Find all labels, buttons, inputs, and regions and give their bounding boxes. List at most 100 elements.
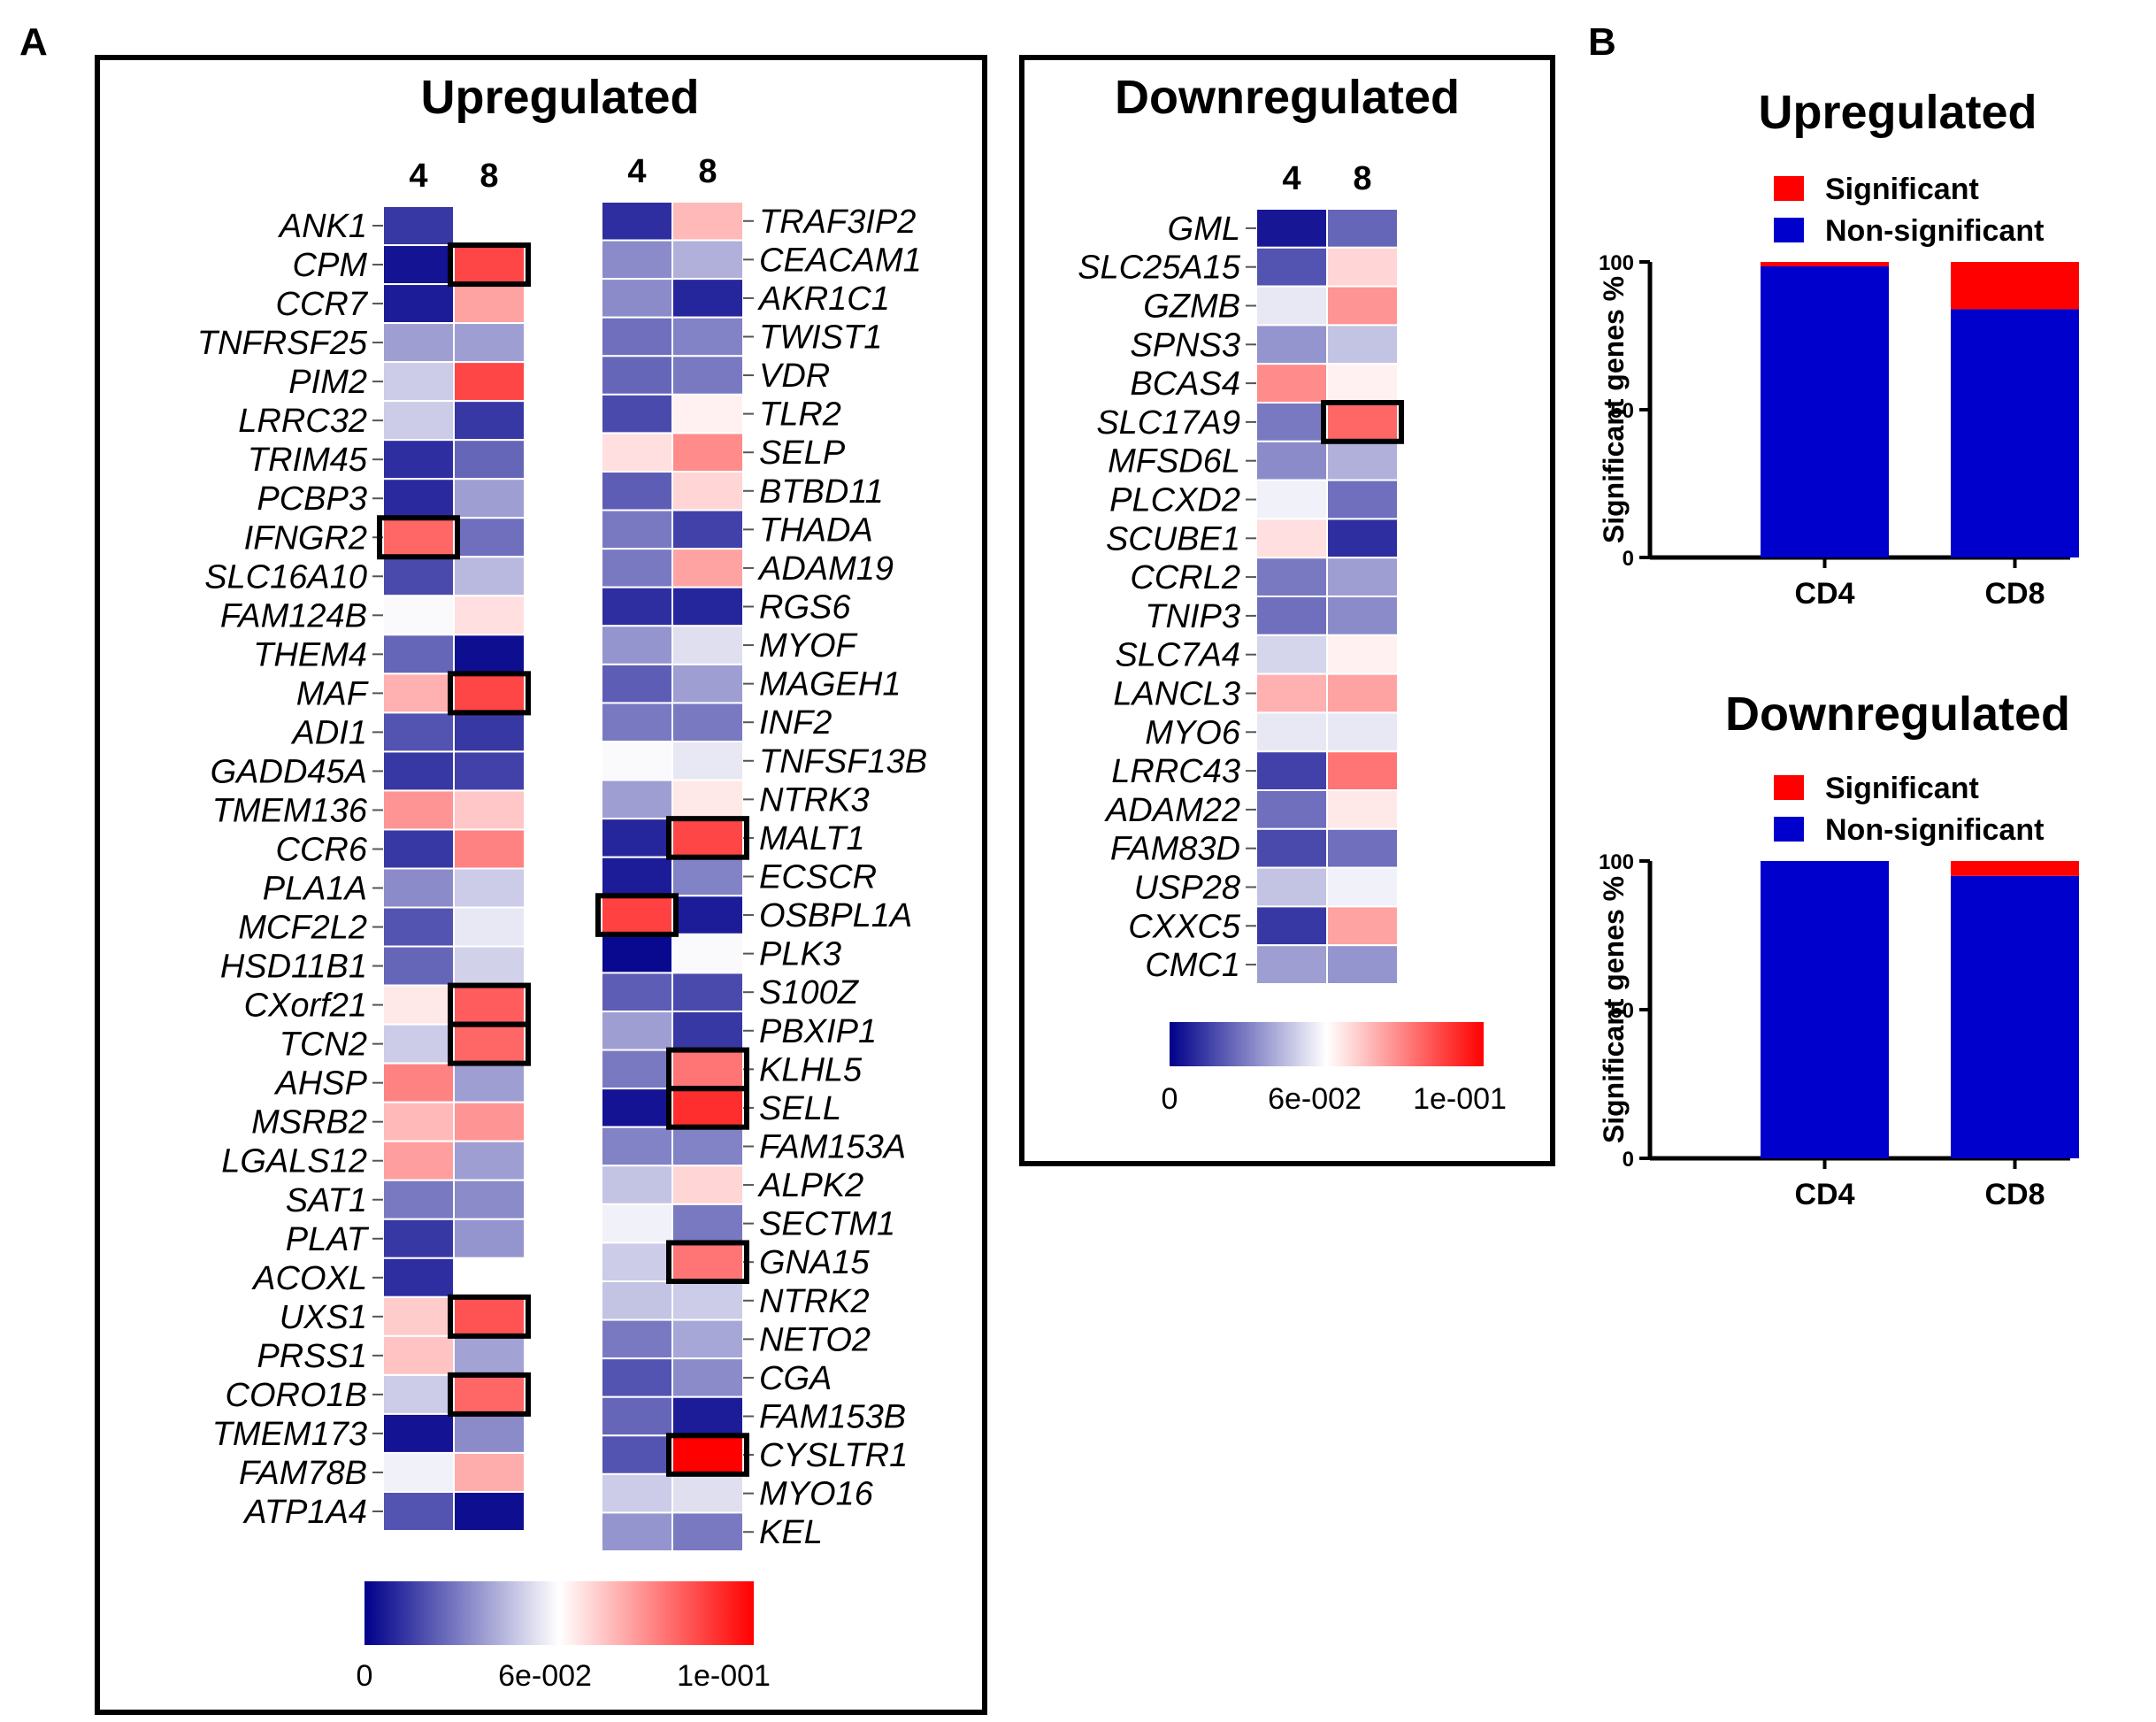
row-label: TCN2 [280,1026,367,1064]
heatmap-cell [671,509,744,550]
heatmap-cell [382,1412,455,1454]
legend-label: Significant [1825,772,1979,805]
heatmap-cell [382,595,455,636]
heatmap-cell [601,548,673,588]
heatmap-cell [601,741,673,781]
heatmap-cell [453,1023,526,1065]
heatmap-cell [601,1434,673,1475]
row-label: GADD45A [211,753,367,790]
heatmap-cell [382,1179,455,1220]
heatmap-cell [453,400,526,442]
heatmap-cell [382,1451,455,1493]
row-label: VDR [759,357,830,395]
row-label: NTRK2 [759,1283,870,1320]
heatmap-cell [671,818,744,858]
upregulated-bar-chart: Upregulated Significant Non-significant 0 5… [1598,86,2079,611]
heatmap-cell [601,1280,673,1321]
row-label: GML [1168,211,1240,248]
heatmap-cell [1326,518,1399,559]
heatmap-cell [453,361,526,403]
heatmap-cell [671,1203,744,1244]
heatmap-cell [601,1011,673,1051]
heatmap-cell [382,439,455,480]
row-label: GNA15 [759,1244,870,1281]
heatmap-cell [453,1218,526,1259]
row-label: NETO2 [759,1321,871,1358]
row-label: PIM2 [288,364,367,401]
heatmap-cell [601,1472,673,1514]
row-label: AKR1C1 [757,281,890,318]
significant-cell-outline [595,893,679,937]
row-label: SLC25A15 [1078,250,1241,287]
heatmap-cell [382,517,455,558]
row-label: SECTM1 [759,1206,895,1243]
heatmap-cell [453,789,526,831]
heatmap-cell [382,1295,455,1337]
heatmap-cell [601,201,673,242]
heatmap-cell [453,595,526,636]
heatmap-cell [601,1049,673,1090]
column-label: 8 [698,153,717,190]
heatmap-cell [1326,827,1399,869]
row-label: BCAS4 [1130,365,1240,403]
heatmap-cell [453,634,526,675]
downregulated-heatmap-title: Downregulated [1115,71,1460,124]
heatmap-cell [671,548,744,588]
y-tick-label: 100 [1599,251,1634,275]
significant-cell-outline [1321,400,1404,444]
heatmap-cell [671,432,744,473]
row-label: ADI1 [291,714,367,751]
heatmap-cell [601,779,673,820]
x-tick-label: CD4 [1794,577,1854,611]
row-label: BTBD11 [759,473,884,511]
heatmap-cell [382,945,455,987]
heatmap-cell [601,702,673,743]
legend-swatch [1774,176,1804,201]
row-label: MALT1 [759,820,865,857]
colorbar-down-tick-1: 6e-002 [1268,1082,1362,1116]
heatmap-cell [671,1126,744,1167]
heatmap-cell [1255,440,1328,481]
row-label: TWIST1 [759,319,882,357]
heatmap-cell [671,471,744,511]
y-tick-label: 0 [1623,1148,1634,1172]
heatmap-cell [671,239,744,281]
heatmap-cell [601,278,673,319]
bar-segment [1761,861,1889,1158]
heatmap-cell [1326,440,1399,481]
heatmap-cell [671,1280,744,1321]
heatmap-cell [1255,208,1328,249]
heatmap-cell [1255,246,1328,288]
heatmap-cell [453,1451,526,1493]
column-label: 8 [480,158,498,195]
row-label: MFSD6L [1108,443,1240,480]
row-label: CYSLTR1 [759,1437,908,1474]
row-label: SPNS3 [1130,327,1240,364]
panel-label-a: A [19,20,48,64]
heatmap-cell [601,972,673,1013]
legend-swatch [1774,218,1804,242]
row-label: HSD11B1 [220,949,367,986]
heatmap-cell [1326,246,1399,288]
downregulated-heatmap: Downregulated GMLSLC25A15GZMBSPNS3BCAS4S… [1019,55,1555,1166]
row-label: PCBP3 [257,480,367,518]
row-label: TMEM136 [212,792,368,829]
row-label: MAF [296,675,369,712]
row-label: CPM [293,247,368,284]
bar-segment [1761,262,1889,267]
heatmap-cell [382,1334,455,1376]
upregulated-heatmap-title: Upregulated [420,71,699,124]
heatmap-cell [453,556,526,597]
heatmap-cell [601,432,673,473]
row-label: LANCL3 [1113,676,1240,713]
legend-label: Significant [1825,173,1979,206]
legend-label: Non-significant [1825,214,2044,248]
heatmap-cell [1326,363,1399,404]
heatmap-cell [382,1373,455,1415]
heatmap-cell [453,867,526,909]
colorbar-down-tick-0: 0 [1162,1082,1178,1116]
heatmap-cell [1326,905,1399,947]
heatmap-cell [671,663,744,704]
heatmap-cell [671,393,744,434]
